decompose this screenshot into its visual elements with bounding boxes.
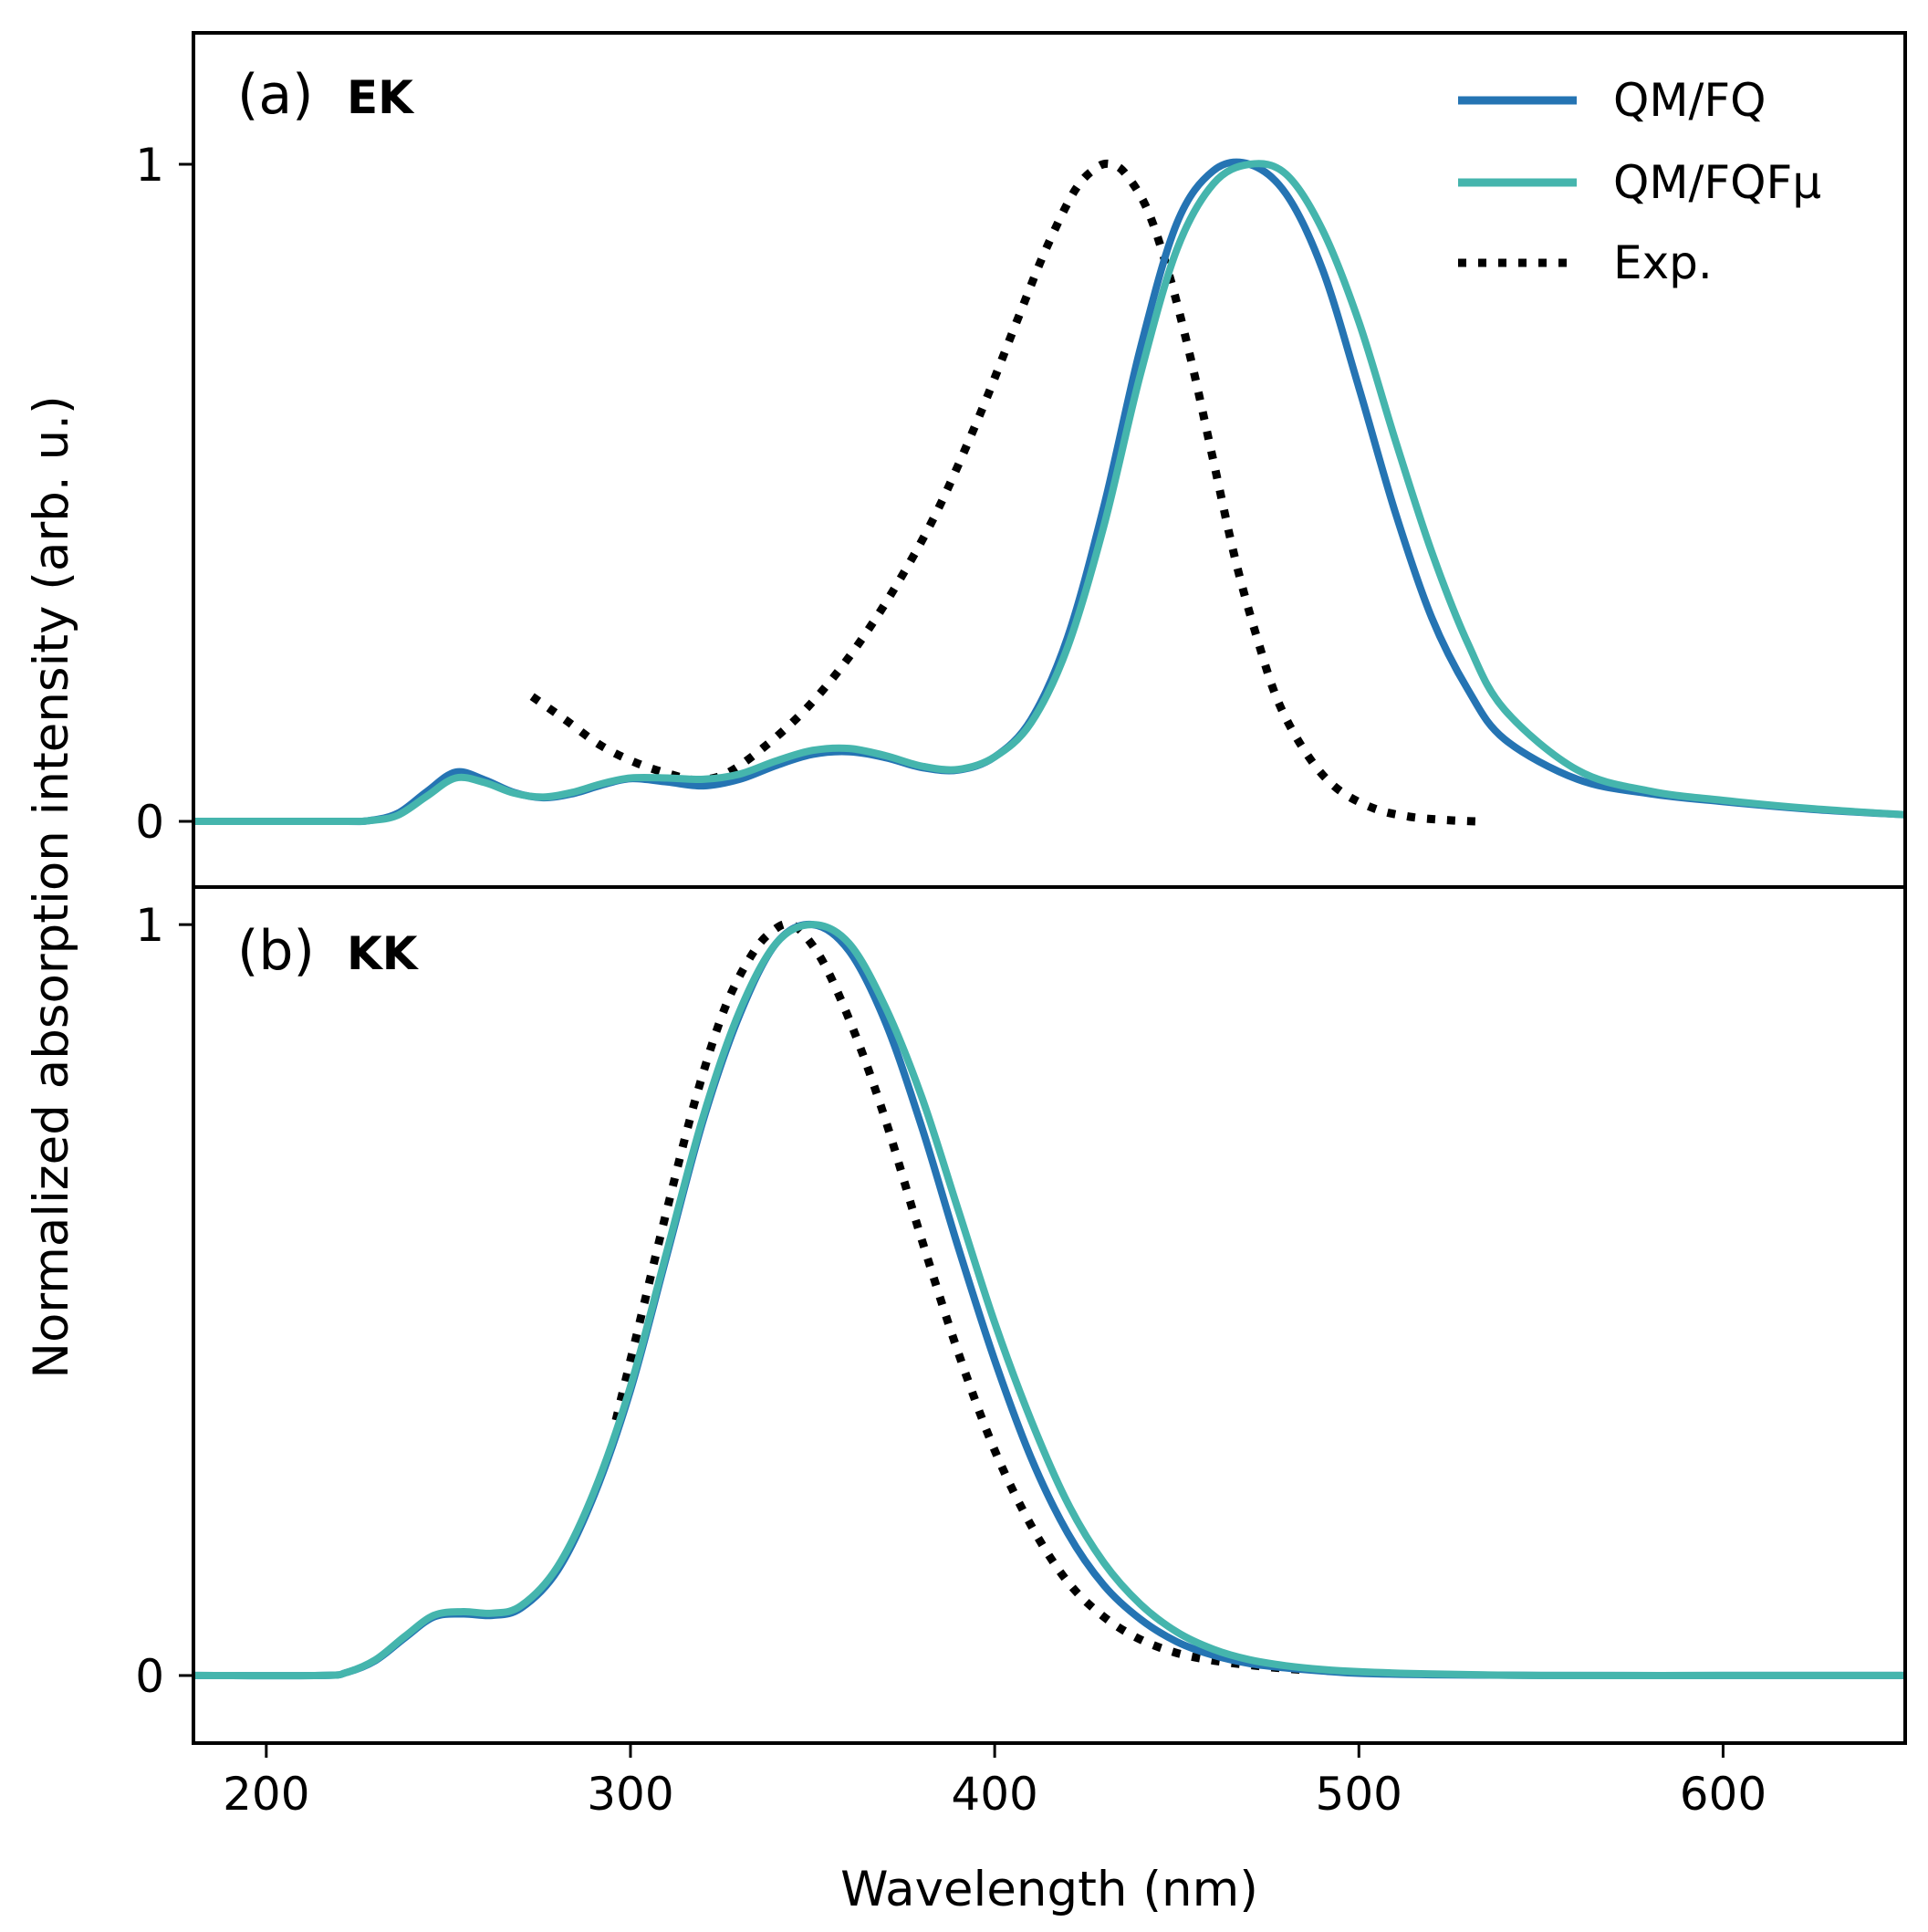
panel-a-y-tick-label: 1 xyxy=(135,139,164,192)
x-tick-label: 400 xyxy=(951,1768,1037,1821)
panel-b-y-tick-label: 0 xyxy=(135,1650,164,1703)
panel-a-name: EK xyxy=(347,71,415,124)
panel-b-frame xyxy=(192,885,1907,1745)
panel-a-y-axis: 01 xyxy=(135,139,193,849)
panel-a-tag: (a) xyxy=(237,63,314,127)
panel-b-series-qm-fqfmu xyxy=(193,921,1905,1680)
panel-a-series-group xyxy=(193,158,1905,826)
panel-b-kk: 01 (b) KK xyxy=(135,899,1905,1703)
x-tick-label: 200 xyxy=(223,1768,309,1821)
panel-a-series-qm-fqfmu xyxy=(193,160,1905,826)
x-axis: 200 300 400 500 600 xyxy=(223,1743,1766,1821)
panel-b-name: KK xyxy=(347,927,420,980)
panel-b-y-tick-label: 1 xyxy=(135,899,164,952)
x-tick-label: 300 xyxy=(587,1768,673,1821)
legend: QM/FQ QM/FQFμ Exp. xyxy=(1458,74,1821,289)
panel-b-series-group xyxy=(193,920,1905,1680)
panel-a-y-tick-label: 0 xyxy=(135,796,164,849)
x-tick-label: 500 xyxy=(1316,1768,1402,1821)
panel-a-ek: 01 (a) EK xyxy=(135,63,1905,849)
x-axis-label: Wavelength (nm) xyxy=(840,1862,1258,1917)
panel-b-series-exp xyxy=(611,920,1308,1675)
x-tick-label: 600 xyxy=(1680,1768,1766,1821)
panel-b-tag: (b) xyxy=(237,919,315,983)
legend-label-qm-fq: QM/FQ xyxy=(1613,74,1766,127)
legend-label-exp: Exp. xyxy=(1613,236,1713,289)
panel-b-y-axis: 01 xyxy=(135,899,193,1703)
legend-label-qm-fqfmu: QM/FQFμ xyxy=(1613,156,1821,209)
y-axis-label: Normalized absorption intensity (arb. u.… xyxy=(24,395,79,1378)
